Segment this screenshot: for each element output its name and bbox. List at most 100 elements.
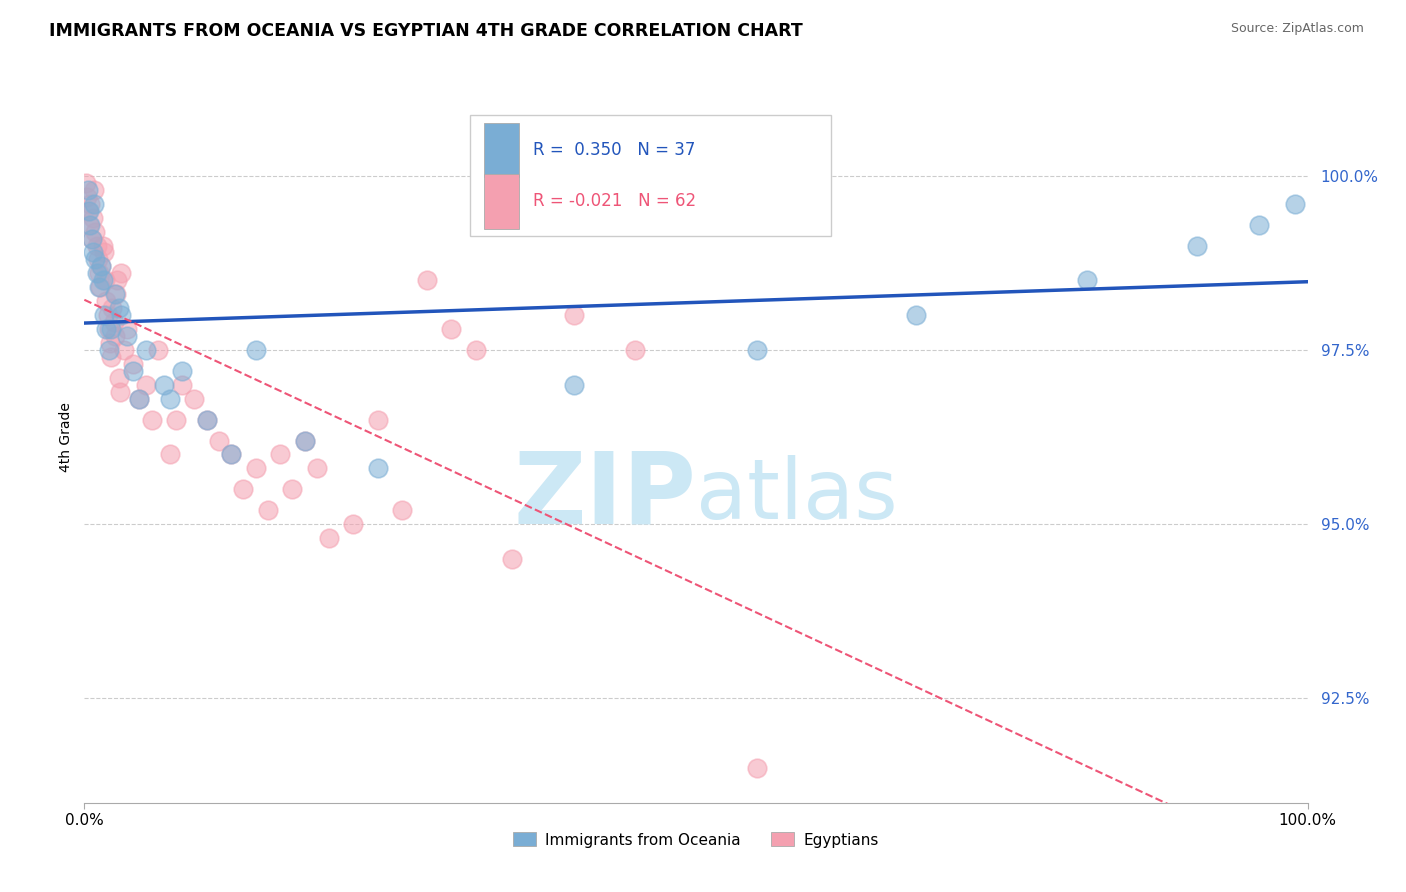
Point xyxy=(367,412,389,426)
Point xyxy=(86,266,108,280)
Point xyxy=(153,377,176,392)
Point xyxy=(122,357,145,371)
Point xyxy=(294,434,316,448)
Point xyxy=(159,392,181,406)
Point xyxy=(82,245,104,260)
Point xyxy=(391,503,413,517)
Point xyxy=(257,503,280,517)
Point xyxy=(232,483,254,497)
Point xyxy=(76,190,98,204)
Bar xyxy=(484,122,519,178)
Point xyxy=(82,211,104,225)
Point xyxy=(87,252,110,267)
Point xyxy=(122,364,145,378)
Point xyxy=(747,343,769,357)
Point xyxy=(115,329,138,343)
Point xyxy=(93,245,115,260)
Text: R = -0.021   N = 62: R = -0.021 N = 62 xyxy=(533,192,696,211)
Point xyxy=(110,266,132,280)
Point xyxy=(79,218,101,232)
Point xyxy=(96,294,118,309)
Point xyxy=(89,280,111,294)
Point xyxy=(208,434,231,448)
Point xyxy=(77,218,100,232)
Point xyxy=(101,301,124,316)
Point xyxy=(562,377,585,392)
Point xyxy=(416,273,439,287)
Point xyxy=(367,461,389,475)
Point xyxy=(104,287,127,301)
Point xyxy=(1076,273,1098,287)
Point xyxy=(245,343,267,357)
Point xyxy=(165,412,187,426)
Point xyxy=(464,343,486,357)
Point xyxy=(104,329,127,343)
Point xyxy=(97,343,120,357)
Text: Source: ZipAtlas.com: Source: ZipAtlas.com xyxy=(1230,22,1364,36)
Point xyxy=(110,308,132,322)
Point xyxy=(90,260,112,274)
Point xyxy=(79,196,101,211)
FancyBboxPatch shape xyxy=(470,115,831,235)
Point xyxy=(107,371,129,385)
Point xyxy=(105,273,128,287)
Legend: Immigrants from Oceania, Egyptians: Immigrants from Oceania, Egyptians xyxy=(508,826,884,854)
Point xyxy=(905,308,928,322)
Point xyxy=(440,322,463,336)
Point xyxy=(245,461,267,475)
Point xyxy=(90,260,112,274)
Bar xyxy=(484,174,519,228)
Point xyxy=(96,322,118,336)
Point xyxy=(107,301,129,316)
Point xyxy=(135,377,157,392)
Point xyxy=(80,231,103,245)
Point xyxy=(93,308,115,322)
Point xyxy=(562,308,585,322)
Point xyxy=(128,392,150,406)
Point xyxy=(87,266,110,280)
Point xyxy=(135,343,157,357)
Point xyxy=(1187,238,1209,252)
Point xyxy=(502,552,524,566)
Point xyxy=(80,231,103,245)
Point xyxy=(100,322,122,336)
Point xyxy=(195,412,218,426)
Point xyxy=(77,203,100,218)
Point xyxy=(219,448,242,462)
Text: IMMIGRANTS FROM OCEANIA VS EGYPTIAN 4TH GRADE CORRELATION CHART: IMMIGRANTS FROM OCEANIA VS EGYPTIAN 4TH … xyxy=(49,22,803,40)
Point xyxy=(86,238,108,252)
Point xyxy=(183,392,205,406)
Point xyxy=(77,203,100,218)
Point xyxy=(115,322,138,336)
Point xyxy=(97,308,120,322)
Point xyxy=(219,448,242,462)
Point xyxy=(159,448,181,462)
Point xyxy=(146,343,169,357)
Point xyxy=(83,183,105,197)
Point xyxy=(103,315,125,329)
Point xyxy=(77,183,100,197)
Point xyxy=(318,531,340,545)
Text: R =  0.350   N = 37: R = 0.350 N = 37 xyxy=(533,141,696,159)
Point xyxy=(105,287,128,301)
Point xyxy=(91,273,114,287)
Point xyxy=(91,238,114,252)
Point xyxy=(108,384,131,399)
Point xyxy=(84,252,107,267)
Point xyxy=(172,377,194,392)
Point xyxy=(1284,196,1306,211)
Point xyxy=(112,343,135,357)
Point xyxy=(83,196,105,211)
Point xyxy=(342,517,364,532)
Point xyxy=(141,412,163,426)
Text: ZIP: ZIP xyxy=(513,447,696,544)
Point xyxy=(195,412,218,426)
Point xyxy=(305,461,328,475)
Point xyxy=(747,761,769,775)
Y-axis label: 4th Grade: 4th Grade xyxy=(59,402,73,472)
Point xyxy=(84,225,107,239)
Point xyxy=(128,392,150,406)
Point xyxy=(294,434,316,448)
Point xyxy=(98,336,121,351)
Point xyxy=(100,350,122,364)
